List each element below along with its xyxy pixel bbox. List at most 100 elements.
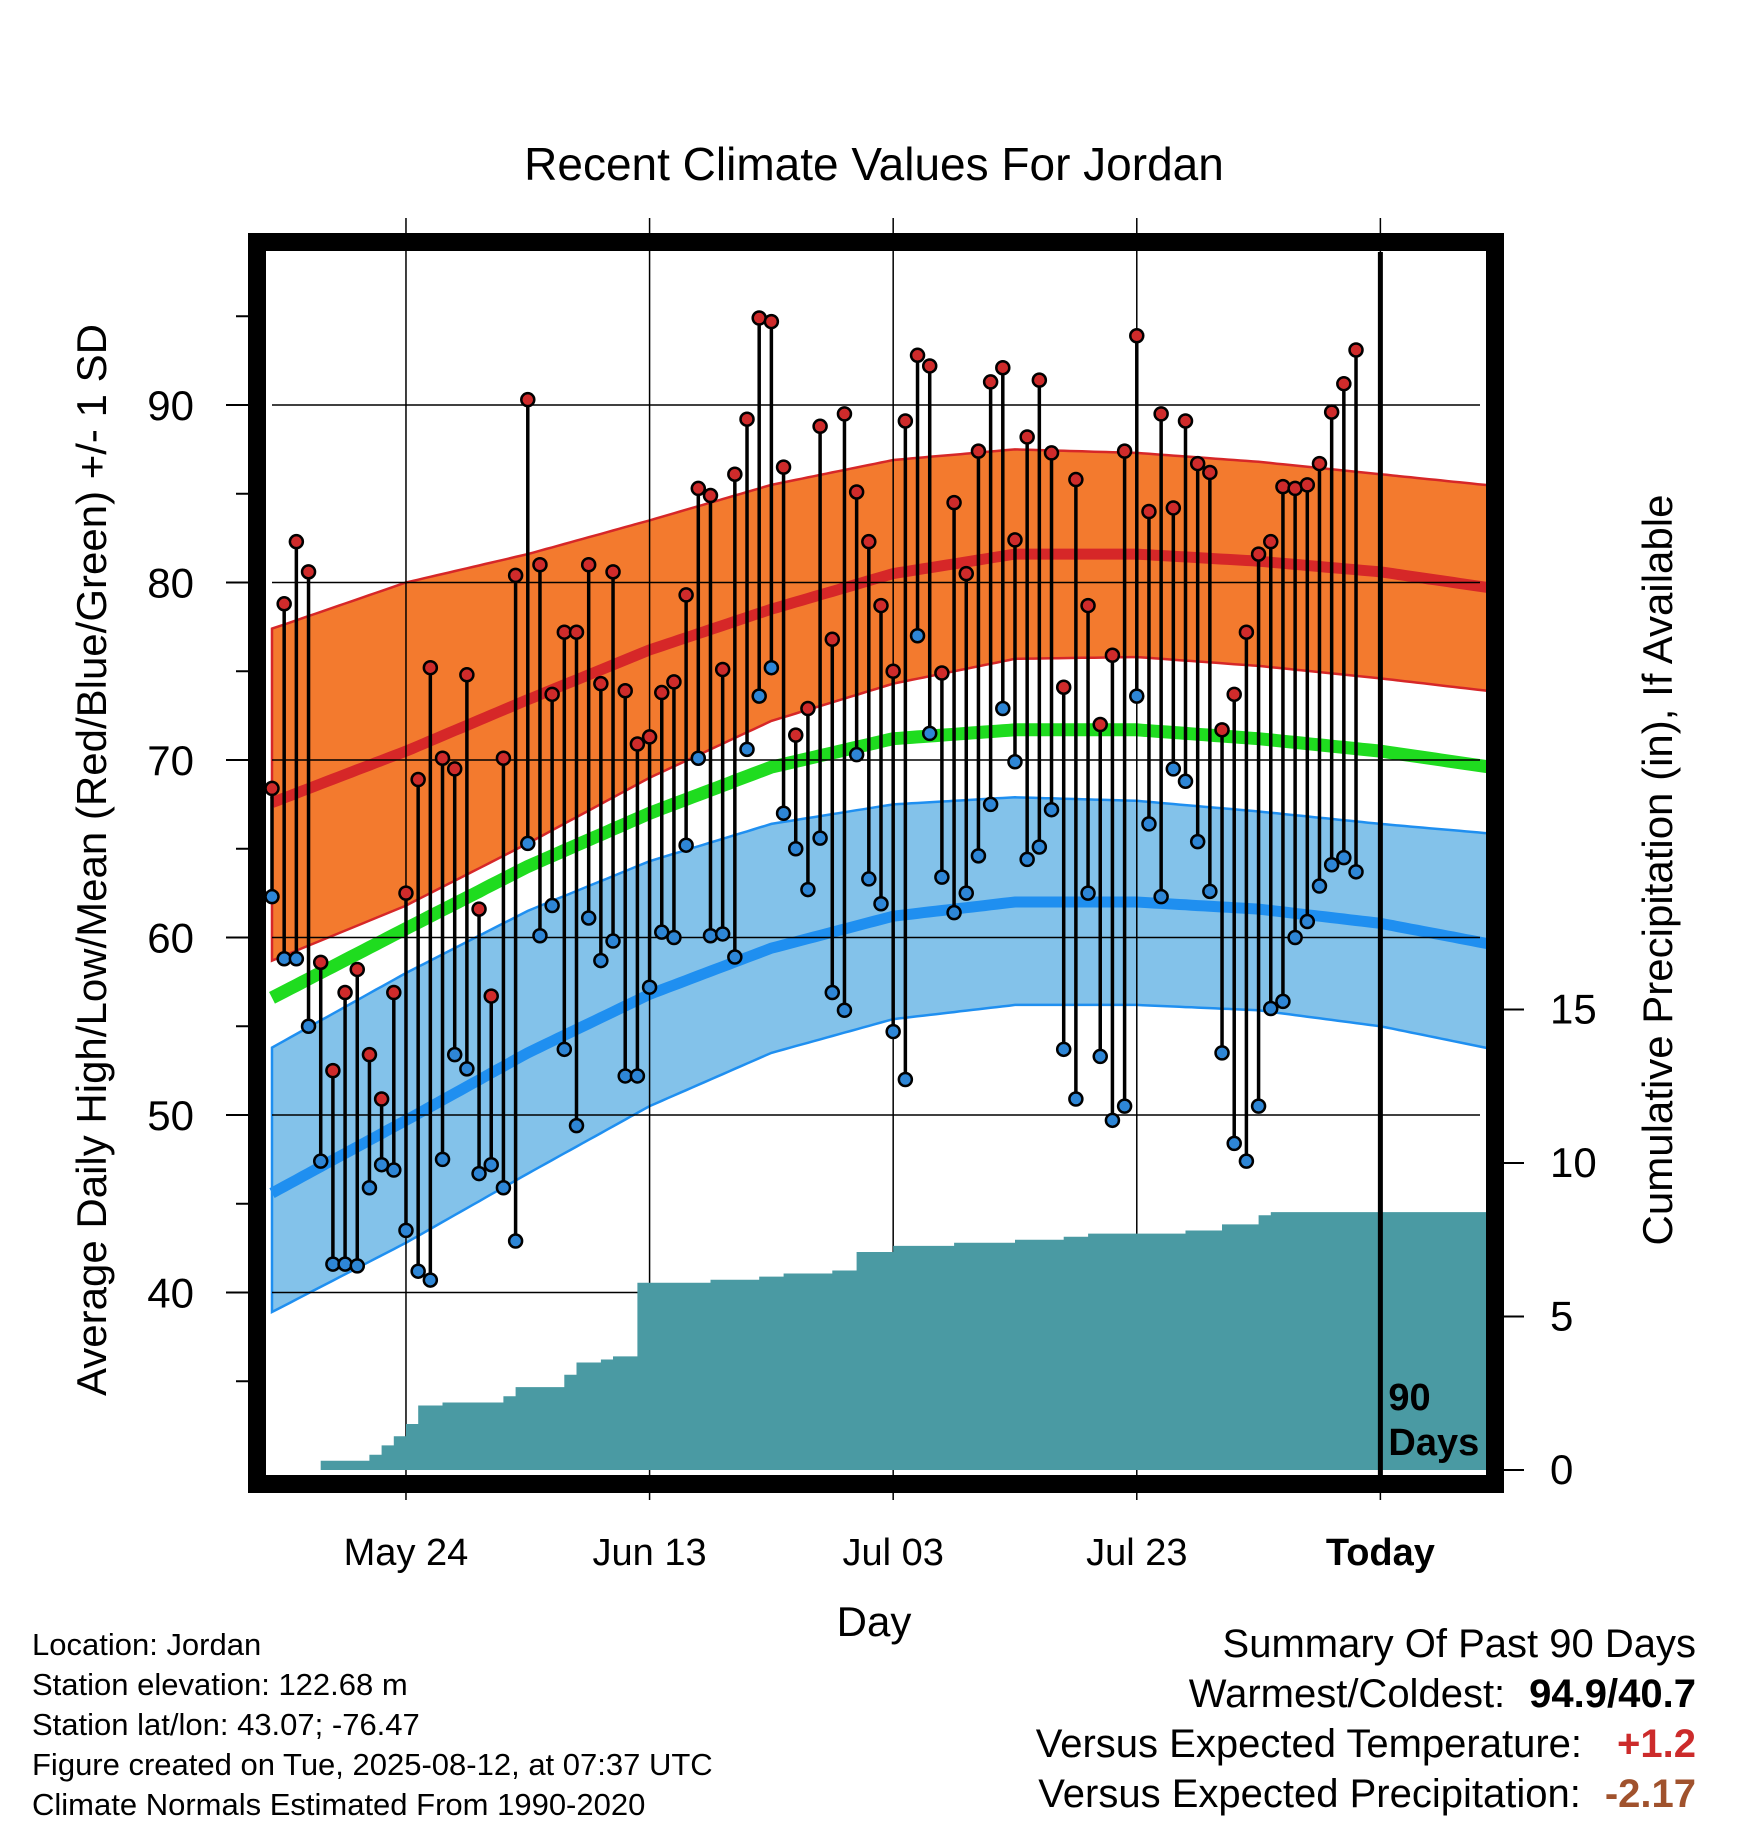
temp-departure-row: Versus Expected Temperature: +1.2 [1036, 1722, 1696, 1767]
y2-tick-label: 0 [1550, 1446, 1573, 1493]
latlon-text: Station lat/lon: 43.07; -76.47 [32, 1707, 420, 1742]
low-point [751, 688, 767, 704]
low-point [1007, 754, 1023, 770]
y2-tick-label: 5 [1550, 1293, 1573, 1340]
low-point [507, 1233, 524, 1249]
low-point [1177, 773, 1194, 790]
high-point [1080, 597, 1096, 614]
high-point [532, 557, 548, 573]
low-point [739, 741, 755, 758]
high-point [1019, 429, 1035, 445]
elevation-text: Station elevation: 122.68 m [32, 1667, 408, 1702]
low-point [909, 628, 926, 644]
normal-mean-line [269, 723, 1504, 1004]
low-point [1043, 801, 1060, 818]
y-axis-ticks: 40 50 60 70 80 90 [147, 315, 248, 1383]
low-point [1226, 1135, 1242, 1152]
low-point [1092, 1048, 1108, 1065]
low-point [386, 1162, 402, 1178]
high-point [885, 663, 901, 679]
high-point [1202, 464, 1218, 481]
low-point [1275, 993, 1291, 1010]
high-point [264, 780, 280, 797]
low-point [1141, 816, 1157, 832]
low-point [775, 805, 792, 821]
high-point [982, 374, 999, 390]
low-point [361, 1180, 378, 1196]
low-point [264, 888, 280, 905]
high-point [1141, 503, 1157, 520]
high-point [678, 587, 694, 603]
low-point [593, 952, 609, 969]
high-point [641, 729, 658, 745]
high-point [1031, 372, 1048, 388]
high-point [617, 683, 633, 699]
y-axis-label: Average Daily High/Low/Mean (Red/Blue/Gr… [68, 324, 115, 1396]
low-point [1080, 885, 1096, 901]
low-point [1348, 864, 1364, 880]
low-point [1287, 929, 1303, 946]
high-point [337, 984, 353, 1001]
y2-tick-label: 10 [1550, 1139, 1597, 1186]
high-point [495, 750, 512, 766]
high-point [995, 359, 1011, 376]
high-point [1263, 533, 1279, 550]
low-point [995, 700, 1011, 717]
low-point [446, 1046, 463, 1063]
warmest-coldest-row: Warmest/Coldest: 94.9/40.7 [1189, 1672, 1696, 1717]
low-point [1153, 888, 1169, 905]
high-point [1068, 471, 1084, 488]
location-text: Location: Jordan [32, 1627, 262, 1662]
low-point [410, 1263, 426, 1279]
high-point [1348, 342, 1364, 358]
plot-frame [248, 233, 1504, 1493]
high-point [970, 443, 987, 459]
low-point [1019, 851, 1035, 868]
high-point [593, 675, 609, 692]
low-point [1214, 1045, 1230, 1061]
high-point [873, 597, 889, 614]
low-point [1311, 878, 1328, 894]
y-tick-label: 80 [147, 560, 194, 607]
low-point [678, 837, 694, 853]
high-point [568, 624, 585, 640]
high-point [1250, 546, 1267, 562]
high-point [800, 700, 816, 717]
high-point [398, 885, 414, 901]
high-point [897, 413, 914, 429]
low-point [934, 869, 950, 885]
low-point [690, 750, 707, 766]
high-point [1116, 443, 1133, 459]
high-point [605, 564, 621, 580]
high-point [288, 533, 305, 550]
days-count-label: 90 [1388, 1377, 1430, 1419]
high-point [1311, 455, 1328, 472]
low-point [982, 796, 999, 813]
normals-text: Climate Normals Estimated From 1990-2020 [32, 1787, 646, 1822]
low-point [861, 871, 877, 887]
high-point [1238, 624, 1255, 640]
high-point [410, 771, 426, 788]
high-point [1275, 478, 1291, 495]
high-point [1043, 445, 1060, 461]
x-tick-label: May 24 [344, 1532, 469, 1574]
low-point [398, 1222, 414, 1239]
low-point [349, 1258, 366, 1274]
x-tick-label: Jul 03 [842, 1532, 943, 1574]
low-point [727, 949, 743, 965]
high-point [446, 761, 463, 777]
low-point [702, 927, 719, 944]
low-point [654, 924, 670, 940]
precip-area [272, 1212, 1503, 1470]
high-point [654, 684, 670, 701]
low-point [885, 1023, 901, 1040]
high-point [1189, 455, 1206, 472]
high-point [848, 484, 865, 500]
low-point [373, 1156, 390, 1173]
low-point [1189, 833, 1206, 850]
x-tick-label: Jun 13 [593, 1532, 707, 1574]
high-point [373, 1091, 390, 1107]
low-point [568, 1117, 585, 1134]
high-point [824, 631, 841, 648]
low-point [848, 746, 865, 763]
